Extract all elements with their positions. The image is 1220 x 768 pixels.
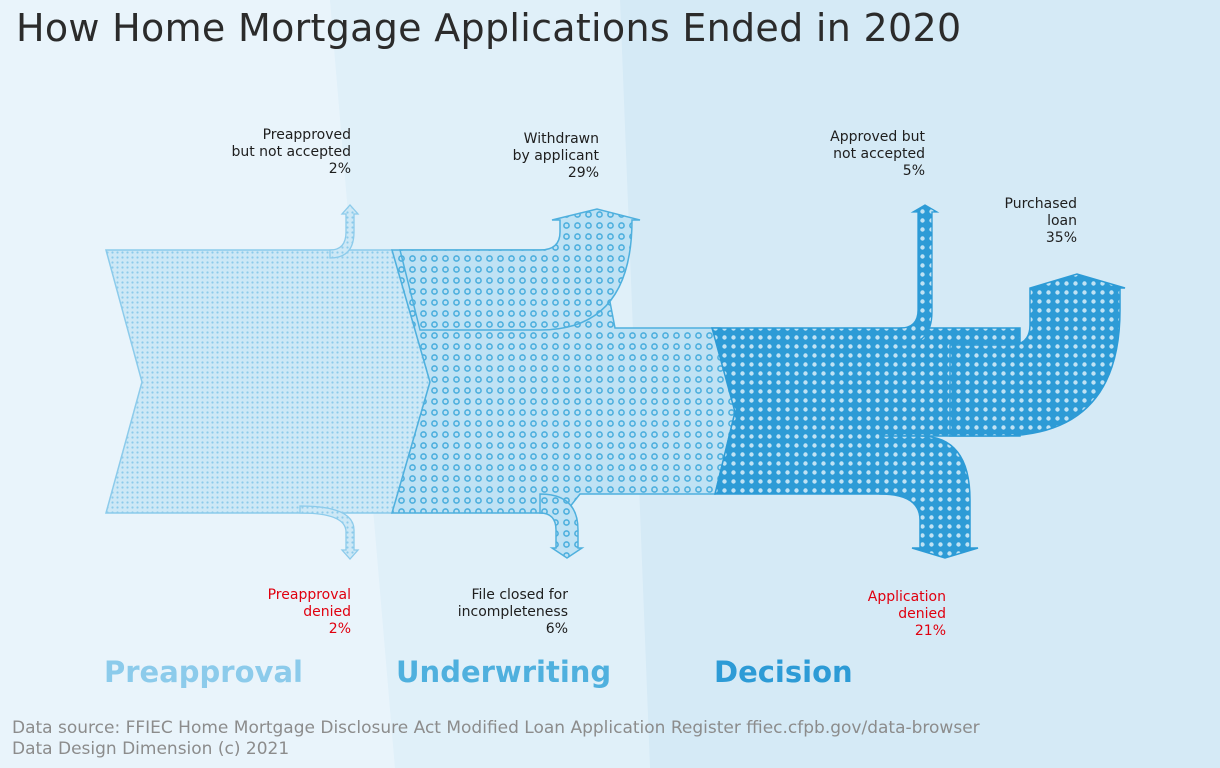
- data-source: Data source: FFIEC Home Mortgage Disclos…: [12, 718, 980, 738]
- preapproved-not-accepted-arrow: [329, 204, 360, 259]
- file-closed-arrow: [539, 493, 585, 559]
- label-preapproval-denied: Preapproval denied 2%: [267, 587, 351, 637]
- stage-underwriting: Underwriting: [396, 655, 612, 689]
- credit: Data Design Dimension (c) 2021: [12, 739, 290, 759]
- withdrawn-arrow: [399, 208, 641, 331]
- label-purchased-loan: Purchased loan 35%: [1004, 196, 1077, 246]
- approved-not-accepted-arrow: [899, 204, 940, 346]
- label-file-closed: File closed for incompleteness 6%: [457, 587, 568, 637]
- footer: Data source: FFIEC Home Mortgage Disclos…: [12, 718, 980, 760]
- preapproval-denied-arrow: [299, 505, 360, 560]
- page-title: How Home Mortgage Applications Ended in …: [16, 6, 962, 50]
- label-withdrawn: Withdrawn by applicant 29%: [512, 131, 599, 181]
- purchased-loan-arrow: [949, 273, 1126, 437]
- label-application-denied: Application denied 21%: [867, 589, 946, 639]
- label-preapproved-not-accepted: Preapproved but not accepted 2%: [231, 127, 351, 177]
- application-denied-arrow: [879, 435, 979, 559]
- preapproval-flow: [105, 249, 431, 514]
- stage-decision: Decision: [714, 655, 853, 689]
- stage-preapproval: Preapproval: [104, 655, 303, 689]
- label-approved-not-accepted: Approved but not accepted 5%: [830, 129, 925, 179]
